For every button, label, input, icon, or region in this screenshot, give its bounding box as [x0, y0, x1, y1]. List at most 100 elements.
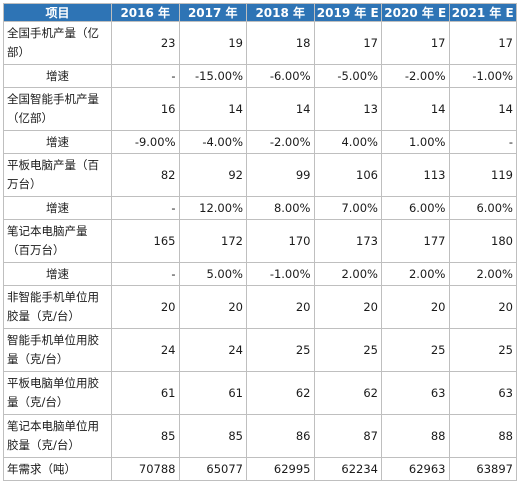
table-cell: 23: [111, 21, 180, 65]
table-cell: 88: [448, 414, 517, 458]
table-cell: 82: [111, 153, 180, 197]
header-2017: 2017 年: [178, 3, 247, 22]
table-cell: 86: [246, 414, 315, 458]
table-cell: 70788: [111, 457, 180, 481]
table-cell: 19: [178, 21, 247, 65]
row-label: 年需求（吨）: [3, 457, 112, 481]
table-row: 全国手机产量（亿部） 23 19 18 17 17 17: [3, 21, 517, 65]
table-cell: -15.00%: [178, 64, 247, 88]
table-cell: 113: [381, 153, 450, 197]
table-row: 增速 -12.00% 8.00% 7.00% 6.00% 6.00%: [3, 196, 517, 220]
table-cell: -6.00%: [246, 64, 315, 88]
header-2016: 2016 年: [111, 3, 180, 22]
table-cell: 63: [448, 371, 517, 415]
table-cell: 25: [448, 328, 517, 372]
row-label: 全国智能手机产量（亿部）: [3, 87, 112, 131]
table-cell: 63: [381, 371, 450, 415]
table-cell: 20: [178, 285, 247, 329]
table-row: 非智能手机单位用胶量（克/台） 20 20 20 20 20 20: [3, 285, 517, 329]
table-cell: 65077: [178, 457, 247, 481]
row-label: 增速: [3, 64, 112, 88]
table-cell: 14: [178, 87, 247, 131]
table-body: 全国手机产量（亿部） 23 19 18 17 17 17 增速 - -15.00% -6.00% -5…: [3, 21, 517, 481]
table-cell: 17: [313, 21, 382, 65]
table-cell: -: [111, 196, 180, 220]
table-cell: 180: [448, 219, 517, 263]
table-cell: -2.00%: [246, 130, 315, 154]
table-cell: 173: [313, 219, 382, 263]
row-label: 笔记本电脑产量（百万台）: [3, 219, 112, 263]
table-cell: -4.00%: [178, 130, 247, 154]
table-cell: 119: [448, 153, 517, 197]
table-cell: 85: [178, 414, 247, 458]
table-row: 年需求（吨） 70788 65077 62995 62234 62963 63897: [3, 457, 517, 481]
row-label: 增速: [3, 262, 112, 286]
header-2020e: 2020 年 E: [381, 3, 450, 22]
header-2019e: 2019 年 E: [313, 3, 382, 22]
table-cell: 25: [246, 328, 315, 372]
table-cell: 62: [246, 371, 315, 415]
table-row: 平板电脑产量（百万台） 82 92 99 106 113 119: [3, 153, 517, 197]
table-cell: 61: [111, 371, 180, 415]
row-label: 平板电脑单位用胶量（克/台）: [3, 371, 112, 415]
table-cell: 2.00%: [313, 262, 382, 286]
table-cell: 20: [111, 285, 180, 329]
row-label: 增速: [3, 130, 112, 154]
table-cell: 20: [381, 285, 450, 329]
table-cell: 14: [381, 87, 450, 131]
row-label: 笔记本电脑单位用胶量（克/台）: [3, 414, 112, 458]
table-cell: 2.00%: [448, 262, 517, 286]
table-cell: 62995: [246, 457, 315, 481]
table-cell: -: [448, 130, 517, 154]
table-cell: 5.00%: [178, 262, 247, 286]
table-cell: 14: [448, 87, 517, 131]
table-cell: -5.00%: [313, 64, 382, 88]
table-cell: 17: [448, 21, 517, 65]
row-label: 全国手机产量（亿部）: [3, 21, 112, 65]
table-row: 增速 - -15.00% -6.00% -5.00% -2.00% -1.00%: [3, 64, 517, 88]
table-cell: -1.00%: [246, 262, 315, 286]
table-cell: 16: [111, 87, 180, 131]
table-cell: 14: [246, 87, 315, 131]
table-cell: 61: [178, 371, 247, 415]
table-cell: 24: [178, 328, 247, 372]
table-cell: 165: [111, 219, 180, 263]
table-row: 笔记本电脑单位用胶量（克/台） 85 85 86 87 88 88: [3, 414, 517, 458]
table-cell: 20: [448, 285, 517, 329]
table-cell: 62963: [381, 457, 450, 481]
table-row: 智能手机单位用胶量（克/台） 24 24 25 25 25 25: [3, 328, 517, 372]
table-cell: 177: [381, 219, 450, 263]
table-cell: 7.00%: [313, 196, 382, 220]
data-table-container: 项目 2016 年 2017 年 2018 年 2019 年 E 2020 年 …: [3, 3, 517, 481]
header-row: 项目 2016 年 2017 年 2018 年 2019 年 E 2020 年 …: [3, 3, 517, 22]
table-cell: -9.00%: [111, 130, 180, 154]
table-cell: 99: [246, 153, 315, 197]
production-table: 项目 2016 年 2017 年 2018 年 2019 年 E 2020 年 …: [3, 3, 517, 481]
table-cell: 4.00%: [313, 130, 382, 154]
table-cell: 172: [178, 219, 247, 263]
table-row: 增速 -9.00% -4.00% -2.00% 4.00% 1.00% -: [3, 130, 517, 154]
table-cell: 2.00%: [381, 262, 450, 286]
table-cell: 24: [111, 328, 180, 372]
table-cell: 1.00%: [381, 130, 450, 154]
row-label: 平板电脑产量（百万台）: [3, 153, 112, 197]
header-2021e: 2021 年 E: [448, 3, 517, 22]
table-cell: 18: [246, 21, 315, 65]
table-row: 全国智能手机产量（亿部） 16 14 14 13 14 14: [3, 87, 517, 131]
header-2018: 2018 年: [246, 3, 315, 22]
table-cell: 13: [313, 87, 382, 131]
table-cell: 87: [313, 414, 382, 458]
table-cell: -2.00%: [381, 64, 450, 88]
table-cell: 8.00%: [246, 196, 315, 220]
row-label: 增速: [3, 196, 112, 220]
table-cell: 106: [313, 153, 382, 197]
table-cell: -: [111, 262, 180, 286]
table-cell: 62: [313, 371, 382, 415]
table-cell: -1.00%: [448, 64, 517, 88]
header-item: 项目: [3, 3, 112, 22]
table-cell: 6.00%: [448, 196, 517, 220]
table-cell: 62234: [313, 457, 382, 481]
table-cell: 17: [381, 21, 450, 65]
table-cell: 170: [246, 219, 315, 263]
table-cell: 12.00%: [178, 196, 247, 220]
